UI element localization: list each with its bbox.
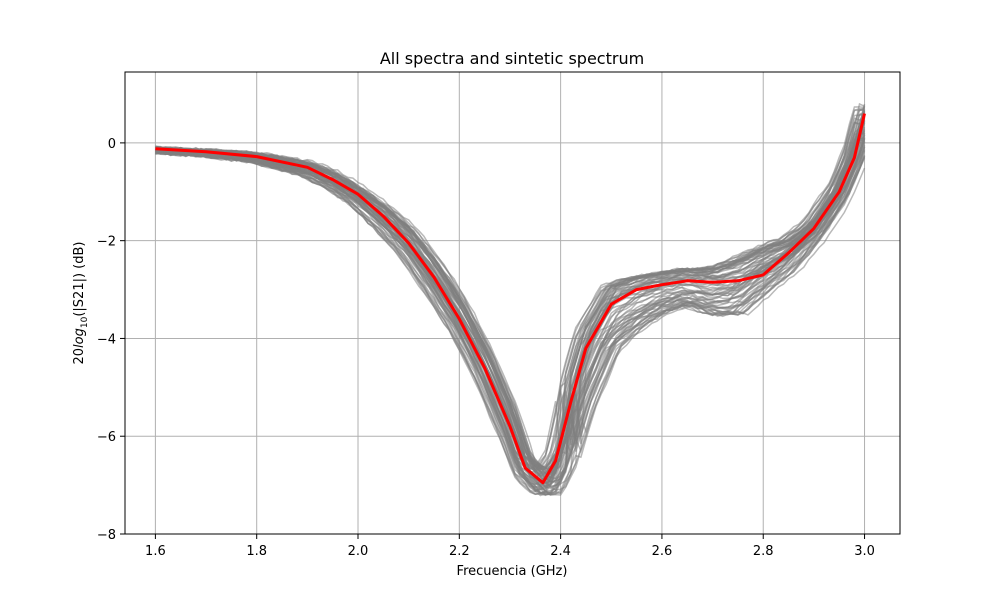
spectrum-line <box>155 133 865 492</box>
x-tick-label: 2.4 <box>550 544 571 559</box>
y-tick-label: 0 <box>108 137 116 152</box>
y-axis-label-sub: 10 <box>80 316 90 328</box>
y-axis: 0 −2 −4 −6 −8 <box>97 137 125 543</box>
y-axis-label-log: log <box>72 328 87 348</box>
sintetic-spectrum-line <box>155 113 866 485</box>
x-axis-label: Frecuencia (GHz) <box>457 564 568 579</box>
x-tick-label: 2.8 <box>753 544 774 559</box>
spectra-series-group <box>155 102 866 497</box>
y-axis-label: 20log10(|S21|) (dB) <box>72 242 90 365</box>
x-tick-label: 3.0 <box>854 544 875 559</box>
plot-frame <box>124 71 901 535</box>
chart-title: All spectra and sintetic spectrum <box>380 49 644 68</box>
y-tick-label: −8 <box>97 528 116 543</box>
y-tick-label: −4 <box>97 332 116 347</box>
y-axis-label-prefix: 20 <box>72 348 87 365</box>
y-tick-label: −6 <box>97 430 116 445</box>
sintetic-series-group <box>155 113 866 485</box>
x-tick-label: 2.6 <box>652 544 673 559</box>
x-tick-label: 1.6 <box>145 544 166 559</box>
x-tick-label: 2.0 <box>348 544 369 559</box>
y-tick-label: −2 <box>97 235 116 250</box>
x-axis: 1.6 1.8 2.0 2.2 2.4 2.6 2.8 3.0 <box>145 534 875 559</box>
spectrum-line <box>155 111 865 495</box>
x-tick-label: 2.2 <box>449 544 470 559</box>
x-tick-label: 1.8 <box>246 544 267 559</box>
y-axis-label-suffix: (|S21|) (dB) <box>72 242 87 317</box>
